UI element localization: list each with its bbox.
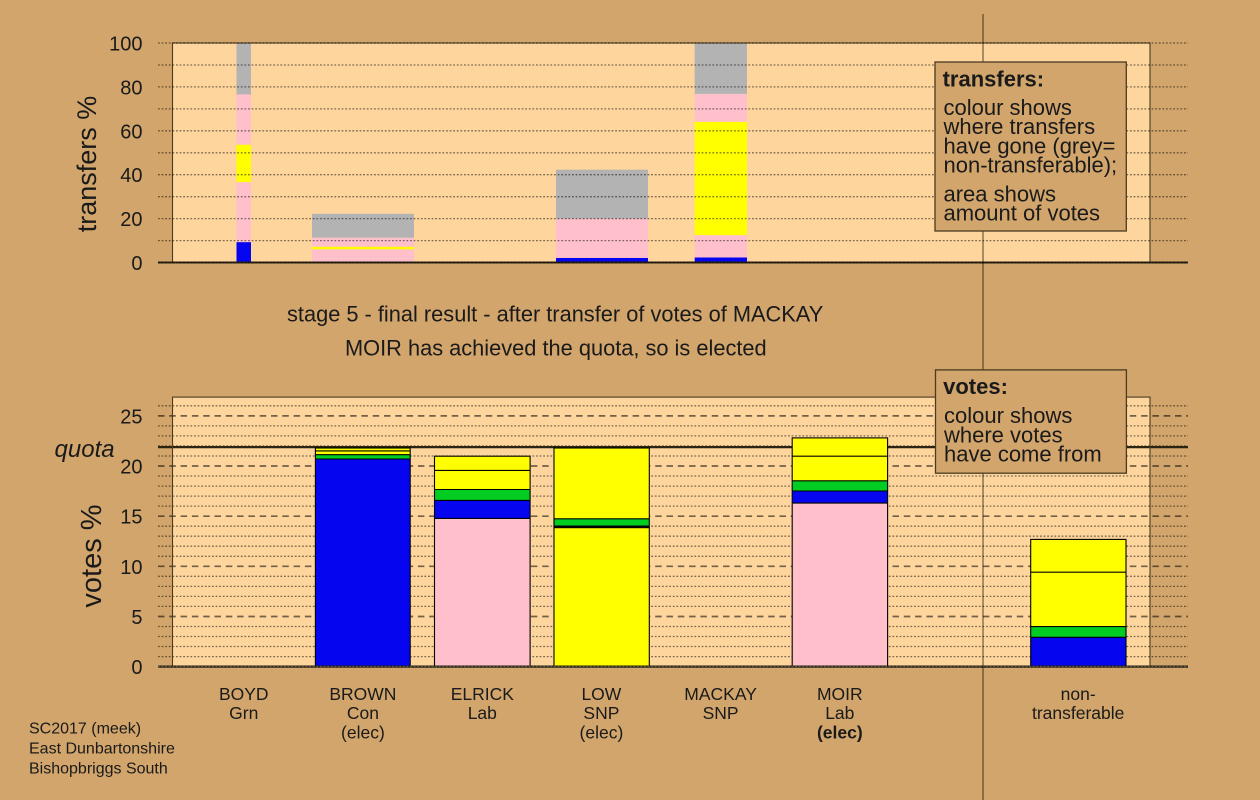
- svg-text:non-transferable);: non-transferable);: [944, 153, 1118, 178]
- svg-text:transferable: transferable: [1032, 703, 1124, 723]
- svg-text:100: 100: [109, 34, 142, 56]
- svg-text:quota: quota: [55, 436, 115, 463]
- svg-text:Lab: Lab: [825, 703, 854, 723]
- svg-text:25: 25: [120, 406, 142, 428]
- svg-text:20: 20: [120, 457, 142, 479]
- svg-text:MOIR: MOIR: [817, 684, 863, 704]
- svg-text:East Dunbartonshire: East Dunbartonshire: [29, 741, 175, 758]
- svg-text:Grn: Grn: [229, 703, 258, 723]
- svg-text:colour shows: colour shows: [944, 95, 1072, 120]
- svg-text:60: 60: [120, 121, 142, 143]
- svg-text:ELRICK: ELRICK: [451, 684, 515, 704]
- svg-text:(elec): (elec): [580, 722, 624, 742]
- svg-text:Con: Con: [347, 703, 379, 723]
- svg-text:BOYD: BOYD: [219, 684, 269, 704]
- svg-text:non-: non-: [1061, 684, 1096, 704]
- svg-text:where transfers: where transfers: [943, 114, 1096, 139]
- svg-text:where votes: where votes: [943, 422, 1063, 447]
- svg-text:have come from: have come from: [944, 442, 1102, 467]
- svg-text:SC2017 (meek): SC2017 (meek): [29, 721, 141, 738]
- svg-text:LOW: LOW: [581, 684, 621, 704]
- svg-text:Lab: Lab: [468, 703, 497, 723]
- svg-text:MOIR has achieved the quota, s: MOIR has achieved the quota, so is elect…: [345, 336, 767, 361]
- svg-text:10: 10: [120, 557, 142, 579]
- svg-text:5: 5: [131, 607, 142, 629]
- svg-text:(elec): (elec): [817, 722, 863, 742]
- svg-text:SNP: SNP: [583, 703, 619, 723]
- svg-text:SNP: SNP: [703, 703, 739, 723]
- svg-text:80: 80: [120, 77, 142, 99]
- svg-text:Bishopbriggs South: Bishopbriggs South: [29, 760, 168, 777]
- svg-text:have gone (grey=: have gone (grey=: [944, 134, 1116, 159]
- svg-text:transfers:: transfers:: [943, 67, 1044, 92]
- svg-text:transfers %: transfers %: [72, 96, 102, 233]
- svg-text:BROWN: BROWN: [329, 684, 396, 704]
- svg-text:stage 5 - final result - after: stage 5 - final result - after transfer …: [287, 302, 824, 327]
- svg-text:40: 40: [120, 165, 142, 187]
- svg-text:0: 0: [131, 657, 142, 679]
- svg-text:area shows: area shows: [944, 181, 1057, 206]
- svg-text:votes:: votes:: [943, 374, 1008, 399]
- svg-text:MACKAY: MACKAY: [684, 684, 757, 704]
- svg-text:15: 15: [120, 507, 142, 529]
- svg-text:amount of votes: amount of votes: [944, 201, 1101, 226]
- svg-text:0: 0: [131, 253, 142, 275]
- svg-text:colour shows: colour shows: [944, 403, 1072, 428]
- svg-text:20: 20: [120, 209, 142, 231]
- svg-text:votes %: votes %: [76, 504, 108, 607]
- svg-text:(elec): (elec): [341, 722, 385, 742]
